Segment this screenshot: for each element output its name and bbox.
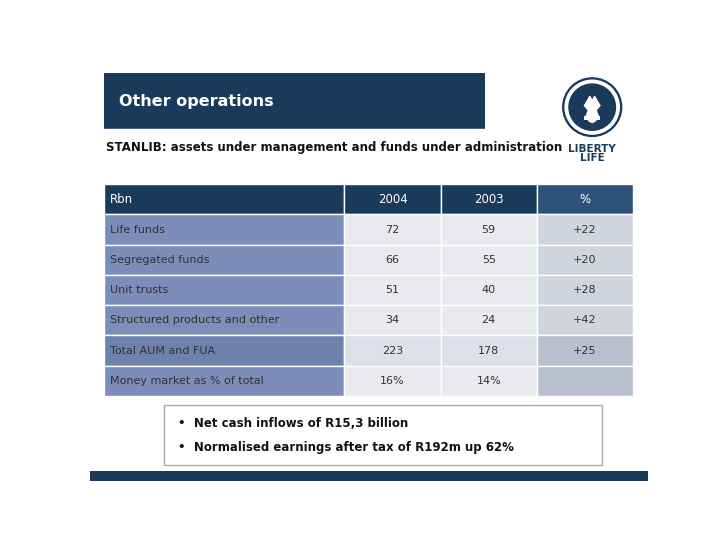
Text: 59: 59 bbox=[482, 225, 496, 234]
Bar bbox=[90, 471, 648, 481]
Bar bbox=[104, 335, 344, 366]
Bar bbox=[344, 184, 441, 214]
Circle shape bbox=[563, 78, 621, 137]
Bar bbox=[344, 366, 441, 396]
Bar bbox=[104, 305, 344, 335]
Bar bbox=[344, 245, 441, 275]
Text: 16%: 16% bbox=[380, 376, 405, 386]
Bar bbox=[104, 184, 344, 214]
Text: Unit trusts: Unit trusts bbox=[110, 285, 168, 295]
Text: Other operations: Other operations bbox=[120, 94, 274, 109]
Bar bbox=[537, 214, 633, 245]
Bar bbox=[537, 305, 633, 335]
Bar bbox=[441, 335, 537, 366]
Text: 2004: 2004 bbox=[378, 193, 408, 206]
Text: 55: 55 bbox=[482, 255, 496, 265]
Text: 2003: 2003 bbox=[474, 193, 503, 206]
Text: Rbn: Rbn bbox=[110, 193, 133, 206]
Bar bbox=[344, 214, 441, 245]
Bar bbox=[104, 214, 344, 245]
Text: 24: 24 bbox=[482, 315, 496, 325]
Text: 14%: 14% bbox=[477, 376, 501, 386]
Text: •  Normalised earnings after tax of R192m up 62%: • Normalised earnings after tax of R192m… bbox=[178, 441, 513, 454]
Bar bbox=[104, 72, 485, 130]
Bar bbox=[344, 275, 441, 305]
Text: +25: +25 bbox=[573, 346, 597, 355]
Bar bbox=[344, 305, 441, 335]
Text: +20: +20 bbox=[573, 255, 597, 265]
Text: +42: +42 bbox=[573, 315, 597, 325]
Text: 40: 40 bbox=[482, 285, 496, 295]
Bar bbox=[441, 214, 537, 245]
Bar bbox=[163, 405, 601, 465]
Text: Structured products and other: Structured products and other bbox=[110, 315, 279, 325]
Circle shape bbox=[565, 80, 619, 134]
Text: LIBERTY: LIBERTY bbox=[568, 144, 616, 154]
Polygon shape bbox=[585, 96, 600, 123]
Text: 223: 223 bbox=[382, 346, 403, 355]
Bar bbox=[537, 335, 633, 366]
Text: STANLIB: assets under management and funds under administration: STANLIB: assets under management and fun… bbox=[106, 141, 562, 154]
Bar bbox=[441, 366, 537, 396]
Bar bbox=[585, 117, 600, 120]
Bar bbox=[441, 305, 537, 335]
Bar bbox=[344, 335, 441, 366]
Bar bbox=[441, 275, 537, 305]
Text: +22: +22 bbox=[573, 225, 597, 234]
Text: 72: 72 bbox=[385, 225, 400, 234]
Bar bbox=[537, 184, 633, 214]
Text: 66: 66 bbox=[385, 255, 400, 265]
Bar bbox=[537, 366, 633, 396]
Text: %: % bbox=[580, 193, 590, 206]
Circle shape bbox=[569, 84, 616, 130]
Text: Segregated funds: Segregated funds bbox=[110, 255, 210, 265]
Bar bbox=[104, 366, 344, 396]
Text: Money market as % of total: Money market as % of total bbox=[110, 376, 264, 386]
Bar bbox=[104, 245, 344, 275]
Text: 178: 178 bbox=[478, 346, 500, 355]
Text: Life funds: Life funds bbox=[110, 225, 165, 234]
Text: 34: 34 bbox=[385, 315, 400, 325]
Bar bbox=[441, 184, 537, 214]
Bar bbox=[537, 245, 633, 275]
Text: +28: +28 bbox=[573, 285, 597, 295]
Bar bbox=[537, 275, 633, 305]
Text: 51: 51 bbox=[385, 285, 400, 295]
Bar bbox=[104, 275, 344, 305]
Text: LIFE: LIFE bbox=[580, 153, 605, 163]
Bar bbox=[441, 245, 537, 275]
Text: •  Net cash inflows of R15,3 billion: • Net cash inflows of R15,3 billion bbox=[178, 417, 408, 430]
Text: Total AUM and FUA: Total AUM and FUA bbox=[110, 346, 215, 355]
